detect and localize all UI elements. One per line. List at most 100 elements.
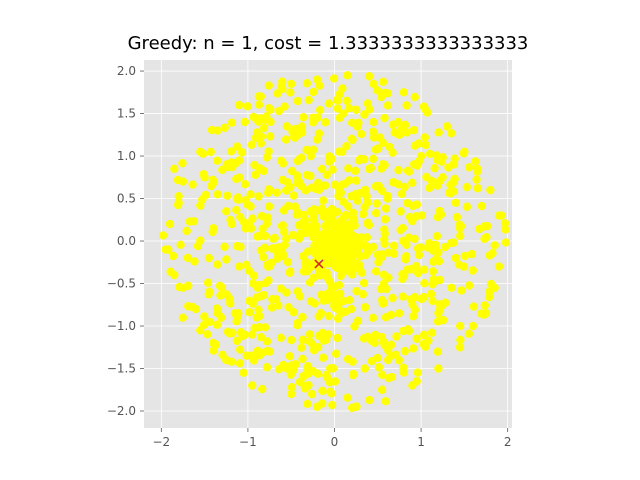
- scatter-point: [274, 301, 283, 310]
- scatter-point: [446, 238, 456, 248]
- scatter-point: [413, 368, 422, 377]
- scatter-point: [252, 313, 261, 322]
- scatter-point: [410, 292, 420, 302]
- scatter-point: [371, 267, 381, 276]
- scatter-point: [387, 372, 397, 382]
- scatter-point: [206, 147, 215, 157]
- scatter-point: [212, 320, 222, 329]
- scatter-point: [212, 304, 222, 313]
- scatter-point: [267, 303, 277, 312]
- scatter-point: [302, 266, 312, 276]
- scatter-point: [365, 72, 374, 81]
- scatter-point: [402, 240, 411, 249]
- scatter-point: [298, 312, 307, 322]
- scatter-point: [302, 79, 312, 88]
- scatter-point: [459, 149, 468, 158]
- scatter-point: [402, 101, 411, 110]
- scatter-point: [164, 245, 173, 254]
- scatter-point: [380, 88, 389, 98]
- scatter-point: [419, 102, 429, 111]
- scatter-point: [260, 323, 270, 332]
- scatter-point: [442, 122, 452, 131]
- scatter-point: [417, 211, 427, 220]
- scatter-point: [220, 123, 229, 132]
- scatter-point: [226, 299, 235, 308]
- scatter-point: [403, 166, 413, 175]
- scatter-point: [371, 145, 380, 154]
- y-tick-label: 2.0: [117, 64, 136, 78]
- scatter-point: [232, 142, 242, 151]
- scatter-point: [409, 125, 419, 135]
- scatter-point: [281, 234, 291, 243]
- scatter-point: [410, 92, 419, 102]
- scatter-point: [255, 114, 265, 123]
- scatter-point: [256, 139, 266, 148]
- scatter-point: [298, 354, 307, 364]
- scatter-point: [269, 234, 278, 243]
- scatter-point: [332, 223, 341, 232]
- scatter-point: [399, 271, 409, 280]
- scatter-point: [358, 209, 368, 219]
- scatter-point: [438, 153, 448, 162]
- scatter-point: [183, 253, 193, 263]
- scatter-point: [367, 357, 376, 366]
- scatter-point: [207, 125, 217, 135]
- scatter-point: [383, 346, 393, 355]
- scatter-point: [468, 321, 478, 331]
- scatter-point: [317, 164, 327, 174]
- scatter-point: [233, 193, 243, 202]
- scatter-point: [340, 179, 350, 188]
- scatter-point: [246, 190, 255, 199]
- scatter-point: [208, 227, 217, 237]
- scatter-point: [322, 256, 331, 266]
- scatter-point: [394, 165, 403, 175]
- scatter-point: [251, 170, 260, 179]
- scatter-point: [381, 396, 390, 406]
- scatter-point: [355, 263, 364, 272]
- scatter-point: [501, 225, 510, 234]
- scatter-point: [276, 156, 286, 165]
- scatter-point: [297, 181, 306, 191]
- scatter-point: [477, 201, 486, 211]
- scatter-point: [240, 180, 250, 189]
- scatter-point: [262, 153, 272, 162]
- scatter-point: [406, 265, 415, 274]
- scatter-point: [234, 308, 243, 318]
- scatter-point: [399, 88, 408, 97]
- scatter-point: [242, 260, 251, 270]
- scatter-point: [269, 244, 278, 253]
- scatter-point: [278, 221, 288, 230]
- scatter-point: [408, 300, 417, 310]
- scatter-point: [486, 279, 496, 289]
- scatter-point: [430, 163, 439, 173]
- scatter-point: [274, 106, 284, 116]
- scatter-point: [284, 302, 293, 312]
- scatter-point: [287, 383, 297, 392]
- scatter-point: [222, 207, 231, 216]
- scatter-point: [264, 81, 274, 90]
- scatter-point: [371, 182, 381, 191]
- scatter-point: [359, 278, 369, 288]
- scatter-point: [332, 207, 342, 217]
- scatter-point: [348, 135, 357, 145]
- scatter-point: [335, 113, 344, 123]
- scatter-point: [352, 105, 361, 114]
- scatter-point: [166, 267, 175, 276]
- scatter-point: [322, 170, 331, 180]
- scatter-point: [297, 343, 306, 352]
- scatter-point: [264, 188, 273, 197]
- scatter-point: [467, 249, 477, 259]
- scatter-point: [302, 170, 312, 180]
- scatter-point: [165, 219, 175, 229]
- scatter-point: [392, 332, 401, 341]
- scatter-point: [309, 345, 319, 355]
- x-tick-label: −2: [152, 435, 170, 449]
- scatter-point: [184, 281, 193, 290]
- scatter-point: [286, 267, 295, 276]
- scatter-point: [225, 329, 235, 338]
- scatter-point: [249, 271, 259, 280]
- scatter-point: [218, 350, 227, 360]
- scatter-point: [435, 305, 445, 314]
- scatter-point: [259, 252, 268, 262]
